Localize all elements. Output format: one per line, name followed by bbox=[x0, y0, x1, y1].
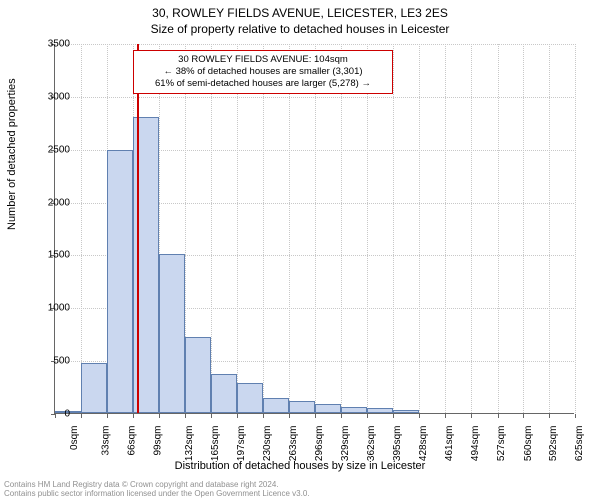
xtick-mark bbox=[419, 414, 420, 418]
xtick-label: 592sqm bbox=[548, 426, 559, 462]
ytick-label: 1000 bbox=[30, 303, 70, 314]
gridline-v bbox=[315, 44, 316, 413]
ytick-label: 3000 bbox=[30, 91, 70, 102]
xtick-mark bbox=[263, 414, 264, 418]
xtick-mark bbox=[133, 414, 134, 418]
gridline-v bbox=[498, 44, 499, 413]
gridline-v bbox=[341, 44, 342, 413]
xtick-label: 461sqm bbox=[444, 426, 455, 462]
histogram-bar bbox=[341, 407, 367, 413]
chart-area: 30 ROWLEY FIELDS AVENUE: 104sqm ← 38% of… bbox=[54, 44, 574, 414]
gridline-v bbox=[289, 44, 290, 413]
xtick-mark bbox=[393, 414, 394, 418]
histogram-bar bbox=[315, 404, 341, 414]
footer-attribution: Contains HM Land Registry data © Crown c… bbox=[4, 480, 310, 498]
gridline-v bbox=[237, 44, 238, 413]
ytick-label: 500 bbox=[30, 356, 70, 367]
xtick-label: 527sqm bbox=[497, 426, 508, 462]
xtick-label: 0sqm bbox=[69, 426, 80, 450]
histogram-bar bbox=[159, 254, 185, 413]
xtick-mark bbox=[185, 414, 186, 418]
footer-line2: Contains public sector information licen… bbox=[4, 489, 310, 498]
xtick-mark bbox=[237, 414, 238, 418]
histogram-bar bbox=[211, 374, 237, 413]
xtick-label: 560sqm bbox=[523, 426, 534, 462]
property-marker-line bbox=[137, 44, 139, 413]
gridline-v bbox=[367, 44, 368, 413]
xtick-mark bbox=[471, 414, 472, 418]
ytick-label: 3500 bbox=[30, 39, 70, 50]
gridline-v bbox=[471, 44, 472, 413]
histogram-bar bbox=[289, 401, 315, 413]
annotation-box: 30 ROWLEY FIELDS AVENUE: 104sqm ← 38% of… bbox=[133, 50, 393, 94]
xtick-label: 428sqm bbox=[418, 426, 429, 462]
ytick-label: 2000 bbox=[30, 197, 70, 208]
chart-container: 30, ROWLEY FIELDS AVENUE, LEICESTER, LE3… bbox=[0, 0, 600, 500]
histogram-bar bbox=[393, 410, 419, 413]
footer-line1: Contains HM Land Registry data © Crown c… bbox=[4, 480, 310, 489]
ytick-label: 0 bbox=[30, 409, 70, 420]
gridline-v bbox=[393, 44, 394, 413]
xtick-label: 99sqm bbox=[153, 426, 164, 456]
ytick-label: 2500 bbox=[30, 144, 70, 155]
gridline-v bbox=[523, 44, 524, 413]
xtick-label: 362sqm bbox=[366, 426, 377, 462]
annotation-line3: 61% of semi-detached houses are larger (… bbox=[140, 78, 386, 90]
xtick-mark bbox=[498, 414, 499, 418]
ytick-label: 1500 bbox=[30, 250, 70, 261]
histogram-bar bbox=[107, 150, 133, 413]
chart-subtitle: Size of property relative to detached ho… bbox=[0, 20, 600, 36]
histogram-bar bbox=[185, 337, 210, 413]
xtick-mark bbox=[367, 414, 368, 418]
plot-area: 30 ROWLEY FIELDS AVENUE: 104sqm ← 38% of… bbox=[54, 44, 574, 414]
xtick-label: 230sqm bbox=[262, 426, 273, 462]
xtick-mark bbox=[289, 414, 290, 418]
xtick-label: 132sqm bbox=[184, 426, 195, 462]
chart-title-address: 30, ROWLEY FIELDS AVENUE, LEICESTER, LE3… bbox=[0, 0, 600, 20]
annotation-line1: 30 ROWLEY FIELDS AVENUE: 104sqm bbox=[140, 54, 386, 66]
gridline-v bbox=[445, 44, 446, 413]
xtick-label: 197sqm bbox=[236, 426, 247, 462]
histogram-bar bbox=[81, 363, 107, 413]
xtick-mark bbox=[211, 414, 212, 418]
gridline-v bbox=[549, 44, 550, 413]
annotation-line2: ← 38% of detached houses are smaller (3,… bbox=[140, 66, 386, 78]
xtick-label: 395sqm bbox=[392, 426, 403, 462]
histogram-bar bbox=[263, 398, 289, 413]
xtick-label: 33sqm bbox=[101, 426, 112, 456]
gridline-v bbox=[81, 44, 82, 413]
gridline-v bbox=[263, 44, 264, 413]
xtick-label: 165sqm bbox=[210, 426, 221, 462]
xtick-mark bbox=[341, 414, 342, 418]
y-axis-label: Number of detached properties bbox=[6, 78, 18, 230]
xtick-mark bbox=[81, 414, 82, 418]
histogram-bar bbox=[367, 408, 393, 413]
xtick-mark bbox=[549, 414, 550, 418]
gridline-v bbox=[419, 44, 420, 413]
xtick-mark bbox=[159, 414, 160, 418]
xtick-mark bbox=[523, 414, 524, 418]
xtick-label: 329sqm bbox=[340, 426, 351, 462]
xtick-label: 296sqm bbox=[314, 426, 325, 462]
histogram-bar bbox=[237, 383, 263, 413]
xtick-label: 66sqm bbox=[127, 426, 138, 456]
x-axis-label: Distribution of detached houses by size … bbox=[0, 460, 600, 472]
xtick-label: 625sqm bbox=[574, 426, 585, 462]
xtick-label: 263sqm bbox=[288, 426, 299, 462]
gridline-v bbox=[211, 44, 212, 413]
xtick-mark bbox=[445, 414, 446, 418]
xtick-mark bbox=[107, 414, 108, 418]
xtick-mark bbox=[315, 414, 316, 418]
gridline-v bbox=[575, 44, 576, 413]
xtick-mark bbox=[575, 414, 576, 418]
xtick-label: 494sqm bbox=[470, 426, 481, 462]
